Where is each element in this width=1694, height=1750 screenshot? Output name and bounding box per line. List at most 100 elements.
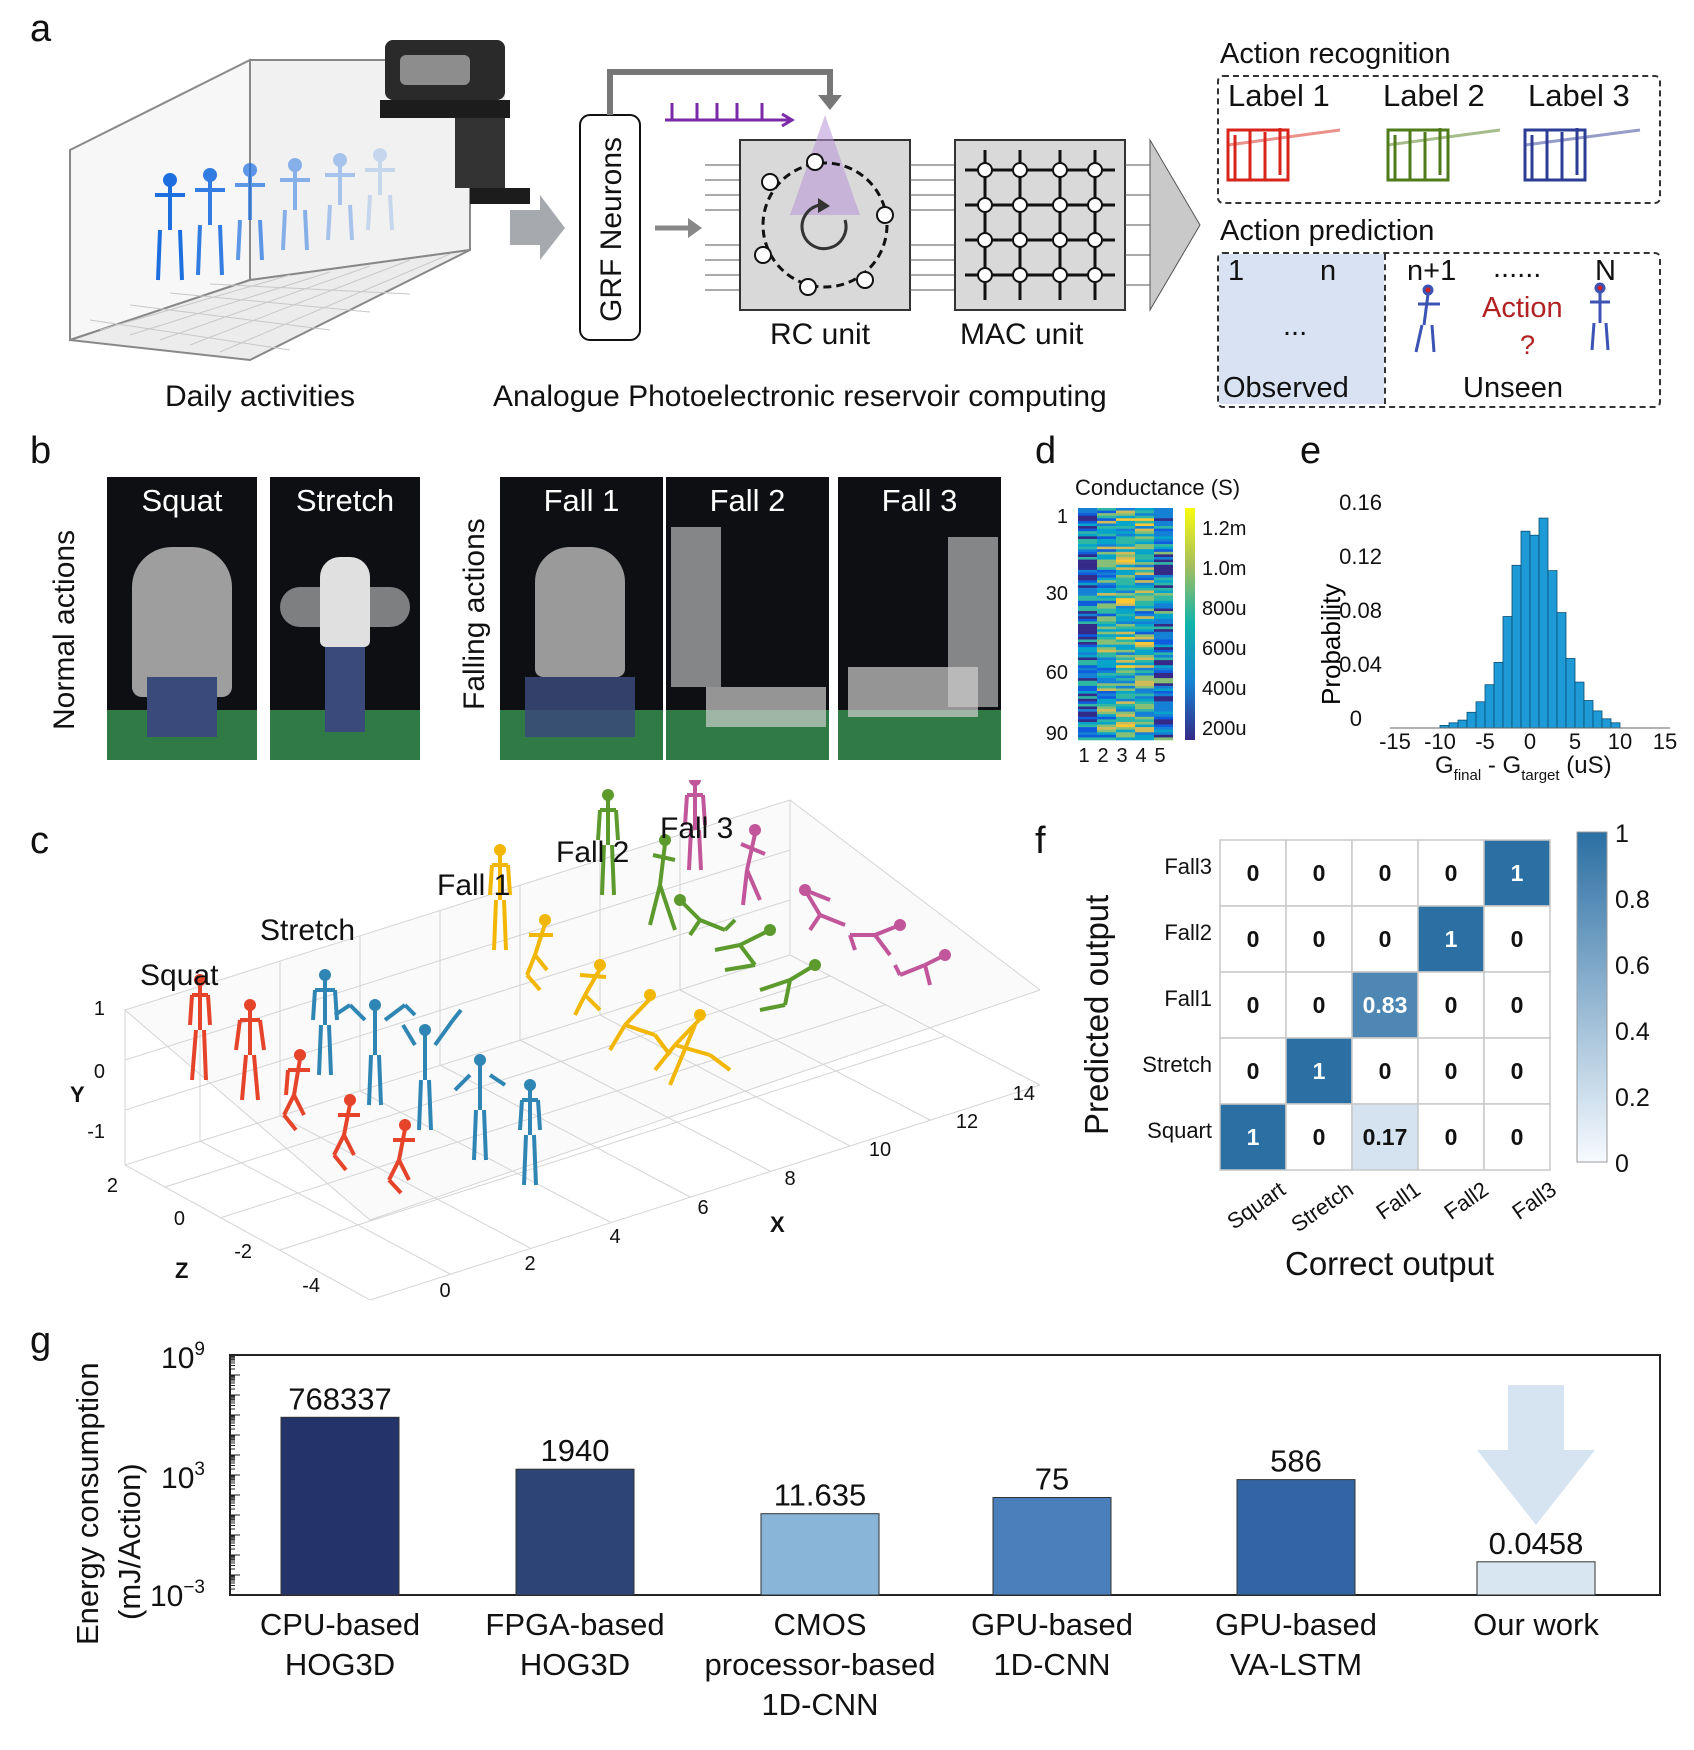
conductance-cell	[1116, 600, 1135, 604]
conductance-cell	[1154, 688, 1173, 692]
histogram-bar	[1592, 710, 1603, 729]
conductance-cell	[1078, 691, 1097, 694]
category-gpu-lstm-line2: VA-LSTM	[1230, 1647, 1362, 1682]
conductance-cell	[1135, 665, 1154, 669]
conductance-cell	[1116, 714, 1135, 718]
conductance-cell	[1135, 613, 1154, 617]
conductance-cell	[1116, 541, 1135, 545]
histogram-bar	[1448, 722, 1459, 729]
conductance-cell	[1154, 652, 1173, 656]
hist-ytick-1: 0.12	[1339, 544, 1382, 569]
conductance-cell	[1135, 721, 1154, 725]
conductance-cell	[1154, 577, 1173, 581]
conductance-cell	[1135, 577, 1154, 581]
category-gpu-lstm-line1: GPU-based	[1215, 1607, 1377, 1642]
confusion-value: 1	[1511, 860, 1524, 886]
conductance-cell	[1116, 672, 1135, 676]
panel-b: Normal actions Falling actions Squat Str…	[0, 430, 1035, 760]
conductance-cell	[1116, 670, 1135, 674]
conductance-cell	[1135, 562, 1154, 566]
conductance-cell	[1116, 554, 1135, 558]
conductance-cell	[1097, 649, 1116, 653]
conductance-cell	[1135, 734, 1154, 738]
conductance-cell	[1135, 533, 1154, 537]
skeleton-3d-plot: Squat Stretch Fall 1 Fall 2 Fall 3 1 0 -…	[70, 780, 1040, 1300]
histogram-bar	[1610, 722, 1621, 729]
conductance-cell	[1154, 698, 1173, 702]
conductance-cell	[1154, 616, 1173, 620]
conductance-cell	[1154, 551, 1173, 555]
conductance-cell	[1154, 603, 1173, 607]
conductance-cell	[1154, 721, 1173, 725]
conductance-cell	[1135, 556, 1154, 560]
confusion-cell	[1219, 905, 1287, 973]
conductance-cell	[1154, 554, 1173, 558]
conductance-cell	[1154, 657, 1173, 661]
confusion-value: 0	[1511, 926, 1524, 952]
conductance-cell	[1116, 678, 1135, 682]
x-tick-12: 12	[956, 1111, 978, 1133]
conductance-cell	[1116, 626, 1135, 630]
skeleton-group-fall2	[596, 789, 821, 1012]
photo-fall-1-title: Fall 1	[543, 483, 620, 518]
conductance-cell	[1116, 513, 1135, 517]
conductance-cell	[1116, 631, 1135, 635]
conductance-cell	[1116, 636, 1135, 640]
conductance-cell	[1097, 541, 1116, 545]
conductance-cell	[1135, 701, 1154, 705]
conductance-cell	[1097, 716, 1116, 720]
conductance-cell	[1078, 719, 1097, 723]
cm-xlabel-fall1: Fall1	[1371, 1177, 1424, 1225]
conductance-cell	[1116, 624, 1135, 627]
x-tick-10: 10	[869, 1139, 891, 1161]
conductance-cell	[1078, 556, 1097, 560]
conductance-cell	[1078, 683, 1097, 687]
confusion-value: 0	[1247, 860, 1260, 886]
conductance-cell	[1135, 605, 1154, 609]
conductance-cell	[1135, 515, 1154, 519]
x-tick-14: 14	[1013, 1083, 1035, 1105]
conductance-cell	[1078, 626, 1097, 630]
conductance-cell	[1097, 590, 1116, 594]
conductance-cell	[1135, 642, 1154, 645]
hist-ytick-2: 0.08	[1339, 598, 1382, 623]
conductance-cell	[1154, 515, 1173, 519]
confusion-cell	[1483, 905, 1551, 973]
conductance-cell	[1154, 626, 1173, 630]
confusion-value: 0	[1313, 860, 1326, 886]
conductance-cell	[1116, 709, 1135, 712]
conductance-cell	[1078, 732, 1097, 736]
conductance-cell	[1078, 564, 1097, 568]
conductance-cell	[1097, 572, 1116, 576]
cm-xlabel-fall3: Fall3	[1507, 1177, 1560, 1225]
conductance-cell	[1154, 585, 1173, 589]
row-tick-90: 90	[1046, 723, 1068, 745]
conductance-cell	[1078, 515, 1097, 519]
conductance-cell	[1135, 528, 1154, 532]
energy-ytick-1e3: 103	[161, 1459, 205, 1495]
histogram-ylabel: Probability	[1316, 584, 1346, 705]
conductance-cell	[1078, 703, 1097, 707]
conductance-cell	[1135, 549, 1154, 553]
axis-label-x: X	[770, 1212, 785, 1237]
conductance-cell	[1116, 585, 1135, 589]
panel-label-e: e	[1300, 430, 1322, 472]
histogram-x-tick: -15	[1379, 729, 1411, 754]
energy-bar-chart: 768337 1940 11.635 75 586 0.0458 109 103 10−3…	[70, 1339, 1661, 1722]
conductance-cell	[1078, 716, 1097, 720]
cm-ylabel-squart: Squart	[1147, 1118, 1212, 1143]
col-tick-3: 3	[1116, 745, 1127, 767]
conductance-cell	[1097, 580, 1116, 584]
conductance-cell	[1097, 582, 1116, 586]
energy-value-label: 768337	[288, 1381, 391, 1416]
rc-unit-label: RC unit	[770, 318, 871, 351]
conductance-cell	[1135, 698, 1154, 702]
energy-bar	[515, 1468, 635, 1596]
pred-index-n1: n+1	[1407, 255, 1457, 287]
conductance-cell	[1097, 544, 1116, 547]
conductance-cell	[1078, 513, 1097, 517]
conductance-cell	[1116, 732, 1135, 736]
cm-cbar-tick-0: 0	[1615, 1150, 1629, 1178]
cbar-tick-4: 400u	[1202, 678, 1247, 700]
conductance-cell	[1097, 577, 1116, 581]
